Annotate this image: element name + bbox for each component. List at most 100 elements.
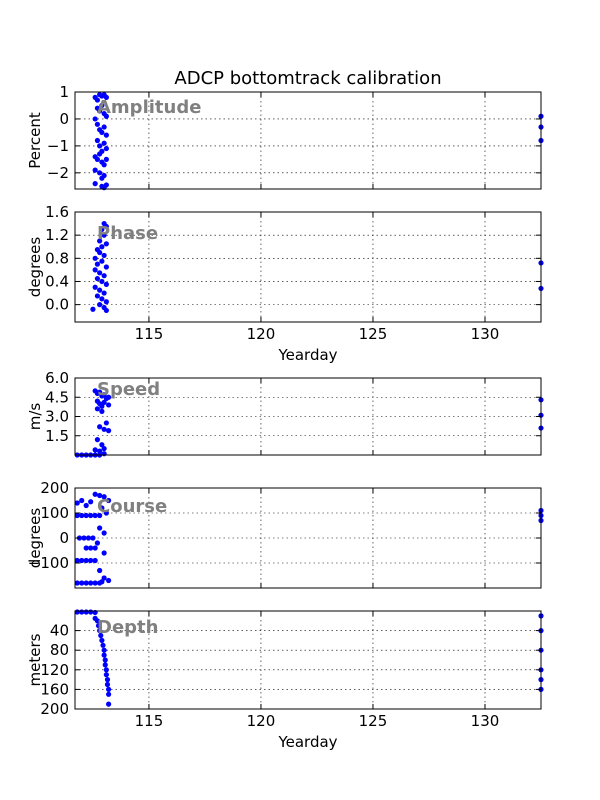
data-point [97,143,103,149]
panel-label: Phase [97,223,158,244]
x-axis-label: Yearday [277,733,337,751]
data-point [97,302,103,308]
data-point [94,406,101,412]
y-tick-label: 0.4 [45,272,69,290]
data-point [101,575,107,581]
axes-frame [74,91,542,190]
data-point [88,557,94,564]
data-point [97,424,103,430]
data-point [103,94,109,100]
data-point [102,657,108,663]
data-point [97,492,103,499]
data-point [101,273,107,279]
data-point [99,408,105,414]
data-point [99,505,105,511]
data-point [79,580,85,586]
data-point [92,557,98,564]
data-point [97,170,103,176]
y-tick-label: −1 [47,137,69,155]
data-point [92,447,98,453]
x-tick-label: 120 [247,325,276,343]
data-point [101,550,107,556]
data-point [94,293,101,299]
data-point [83,580,89,586]
x-tick-label: 115 [135,712,164,730]
data-point [106,394,112,400]
data-point [101,172,107,179]
data-point [94,618,101,624]
x-tick-label: 115 [135,325,164,343]
data-point [94,261,101,267]
data-point [92,255,98,261]
data-point [74,580,80,586]
data-point [88,512,94,519]
data-point [99,579,105,585]
data-point [88,499,94,505]
data-point [92,267,98,273]
axes-frame [74,610,542,710]
data-point [104,677,111,683]
data-point [103,156,109,162]
y-axis-label: degrees [26,237,44,298]
data-point [101,399,107,405]
data-point [106,691,112,697]
y-tick-label: 1 [59,83,69,101]
data-point [90,306,96,312]
data-point [92,580,98,586]
data-point [97,287,103,293]
y-tick-label: 1.2 [45,226,69,244]
y-tick-label: −100 [28,554,69,572]
y-tick-label: 200 [40,700,69,718]
data-point [83,609,89,615]
y-tick-label: 0 [59,529,69,547]
data-point [101,290,107,296]
data-point [99,258,105,264]
x-tick-label: 120 [247,712,276,730]
y-tick-label: 100 [40,504,69,522]
data-point [79,609,85,615]
y-axis-label: meters [26,633,44,686]
data-point [88,609,94,615]
y-axis-label: m/s [26,403,44,431]
panel-speed: 6.04.5 3.01.5m/s Speed [26,369,544,458]
data-point [99,278,105,285]
y-tick-label: 40 [50,622,69,640]
data-point [74,512,80,519]
data-point [99,637,105,644]
panel-label: Speed [97,379,160,400]
data-point [103,420,109,426]
data-point [98,632,104,639]
data-point [99,244,105,250]
panel-label: Course [97,496,167,517]
data-point [102,662,108,668]
data-point [103,223,109,230]
data-point [92,545,98,551]
data-point [83,557,89,564]
data-point [99,296,105,302]
y-axis-label: Percent [26,112,44,169]
data-point [104,681,111,688]
data-point [94,97,101,103]
x-tick-label: 130 [471,325,500,343]
data-point [101,494,107,500]
data-point [94,275,101,282]
data-point [103,307,109,314]
data-point [99,442,105,448]
y-tick-label: 200 [40,479,69,497]
axes-frame [74,211,542,323]
data-point [85,535,92,541]
panel-label: Amplitude [97,97,201,118]
data-point [101,426,107,432]
data-point [97,512,103,519]
data-point [106,577,112,584]
data-point [106,428,112,434]
data-point [81,535,87,541]
y-tick-label: 0.8 [45,249,69,267]
y-tick-label: −2 [47,164,69,182]
y-tick-label: 0 [59,110,69,128]
data-point [88,545,94,551]
data-point [97,151,103,157]
data-point [103,299,109,305]
